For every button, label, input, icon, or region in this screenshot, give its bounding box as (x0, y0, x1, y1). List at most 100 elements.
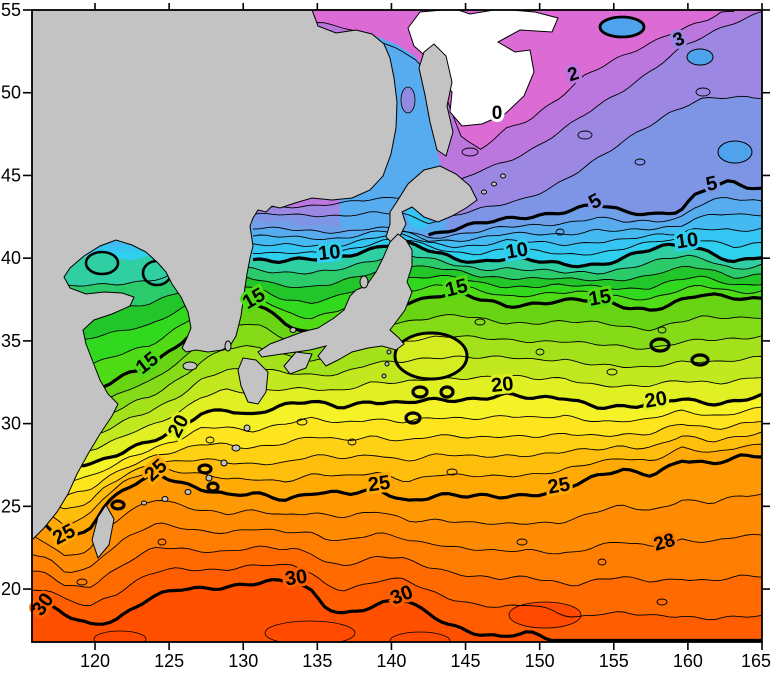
contour-line (57, 355, 762, 444)
contour-label: 0 (492, 103, 503, 124)
contour-line (32, 545, 762, 588)
kyushu (237, 357, 269, 405)
contour-line (32, 443, 762, 526)
contour-label: 15 (587, 285, 613, 311)
x-tick-label: 145 (451, 651, 481, 671)
bold-closed-contour (690, 353, 710, 367)
temperature-band (32, 238, 762, 267)
warm-patch (93, 630, 147, 642)
closed-contour (446, 468, 458, 476)
kuril-island (500, 173, 506, 179)
contour-line (32, 406, 762, 483)
honshu (257, 233, 413, 367)
y-tick-label: 40 (1, 248, 21, 268)
hokkaido (385, 165, 478, 244)
cheju-island (182, 361, 198, 371)
closed-contour (577, 130, 593, 140)
closed-contour (555, 228, 565, 236)
bold-contours (32, 179, 762, 642)
contour-label: 20 (643, 387, 669, 413)
ryukyu-island (220, 459, 228, 467)
closed-contour (695, 87, 711, 97)
temperature-band (32, 432, 762, 526)
x-tick-label: 155 (599, 651, 629, 671)
y-tick-label: 35 (1, 331, 21, 351)
y-tick-label: 25 (1, 496, 21, 516)
contour-line (252, 237, 762, 256)
contour-lines (32, 11, 762, 621)
temperature-band (32, 494, 762, 573)
contour-line (64, 284, 762, 374)
cold-blue-patch (598, 15, 646, 39)
bold-contour-line (428, 179, 762, 237)
contour-label: 25 (546, 473, 572, 499)
temperature-band (32, 454, 762, 556)
temperature-band (32, 564, 762, 641)
izu-island (386, 349, 392, 355)
contour-line (252, 197, 762, 239)
cold-blue-patch (717, 140, 753, 164)
x-tick-label: 120 (80, 651, 110, 671)
y-tick-label: 20 (1, 579, 21, 599)
temperature-band (32, 546, 762, 620)
ryukyu-island (141, 500, 147, 506)
warm-eddy-ring (393, 331, 469, 381)
contour-line (32, 522, 762, 573)
temperature-band (32, 96, 762, 235)
closed-contour (606, 368, 618, 376)
sado-island (359, 275, 369, 289)
kuril-island (481, 189, 487, 195)
contour-line (32, 420, 762, 497)
x-tick-label: 130 (228, 651, 258, 671)
bold-closed-contour (206, 481, 220, 493)
closed-contour (634, 158, 646, 166)
temperature-band (32, 523, 762, 588)
contour-label: 10 (317, 241, 341, 265)
contour-label: 10 (504, 238, 530, 264)
bold-contour-line (57, 391, 762, 469)
contour-line (252, 11, 762, 210)
closed-contour (205, 436, 215, 444)
contour-label: 25 (367, 472, 392, 497)
contour-line (57, 374, 762, 457)
closed-contour (516, 538, 528, 546)
x-tick-label: 160 (673, 651, 703, 671)
closed-contour (76, 578, 88, 586)
warm-patch (508, 601, 582, 629)
contour-label: 20 (490, 373, 514, 397)
plot-border (31, 9, 763, 643)
contour-line (32, 493, 762, 556)
contour-line (252, 95, 762, 225)
temperature-band (32, 335, 762, 444)
temperature-band (32, 393, 762, 483)
bold-closed-contour (404, 411, 422, 425)
map-area (32, 10, 762, 642)
temperature-band (32, 421, 762, 509)
strait-eddy (400, 86, 416, 114)
warm-patch (389, 631, 451, 642)
contour-line (32, 431, 762, 510)
bold-closed-contour (110, 499, 126, 511)
closed-contour (474, 318, 486, 326)
shikoku (283, 351, 313, 375)
oki-island (289, 327, 297, 333)
temperature-band (32, 355, 762, 457)
sakhalin (418, 43, 454, 157)
cool-patch (84, 250, 120, 276)
temperature-band (32, 11, 762, 224)
temperature-band (32, 197, 762, 242)
contour-label: 10 (675, 229, 700, 254)
closed-contour (657, 326, 667, 334)
x-tick-label: 140 (376, 651, 406, 671)
ryukyu-island (243, 424, 251, 432)
temperature-band (32, 579, 762, 642)
ryukyu-island (231, 444, 241, 452)
contour-line (64, 275, 762, 346)
bold-closed-contour (197, 463, 213, 475)
cold-blue-patch (686, 48, 714, 66)
izu-island (384, 361, 390, 367)
landmasses (32, 10, 506, 560)
